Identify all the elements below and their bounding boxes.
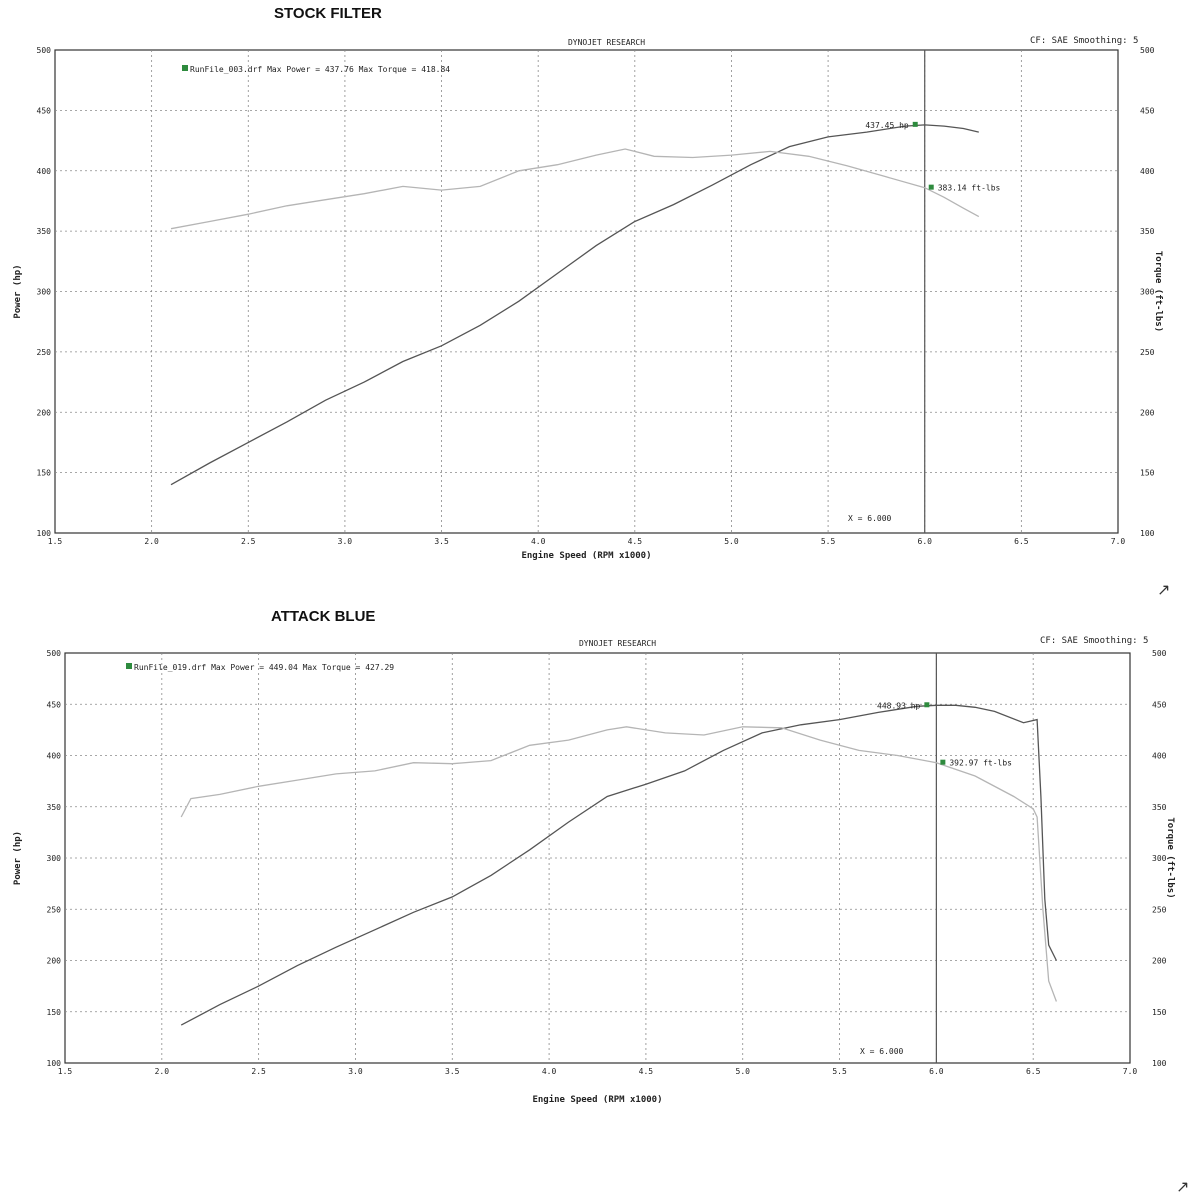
x-tick-label: 5.0: [724, 537, 739, 546]
power-curve: [170, 124, 979, 486]
x-tick-label: 7.0: [1123, 1067, 1138, 1076]
y-axis-label-right: Torque (ft-lbs): [1153, 251, 1163, 332]
x-tick-label: 1.5: [48, 537, 63, 546]
x-tick-label: 4.0: [531, 537, 546, 546]
plot-area: [64, 652, 1131, 1064]
x-tick-label: 2.0: [144, 537, 159, 546]
x-tick-label: 1.5: [58, 1067, 73, 1076]
y-tick-label-right: 450: [1140, 106, 1155, 115]
x-tick-label: 4.5: [628, 537, 643, 546]
legend-marker: [126, 663, 132, 669]
correction-label: CF: SAE Smoothing: 5: [1030, 36, 1139, 46]
y-tick-label-right: 250: [1152, 905, 1167, 914]
y-tick-label-left: 100: [37, 529, 52, 538]
x-tick-label: 4.0: [542, 1067, 557, 1076]
x-tick-label: 5.0: [736, 1067, 751, 1076]
dyno-chart-stock-filter: 1.5 2.0 2.5 3.0 3.5 4.0 4.5 5.0 5.5 6.0 6.5 7.0 100 1…: [13, 38, 1163, 561]
x-tick-label: 6.5: [1014, 537, 1029, 546]
legend-text: RunFile_003.drf Max Power = 437.76 Max T…: [190, 65, 450, 74]
torque-annotation: 383.14 ft-lbs: [938, 184, 1001, 193]
y-tick-label-left: 150: [47, 1008, 62, 1017]
y-tick-label-left: 300: [37, 288, 52, 297]
panel-title-stock-filter: STOCK FILTER: [274, 5, 382, 22]
x-tick-label: 3.5: [434, 537, 449, 546]
y-tick-label-right: 300: [1140, 288, 1155, 297]
legend-marker: [182, 65, 188, 71]
x-tick-label: 3.0: [348, 1067, 363, 1076]
power-annotation: 448.93 hp: [877, 701, 921, 710]
y-tick-label-left: 250: [37, 348, 52, 357]
y-tick-label-right: 450: [1152, 700, 1167, 709]
torque-curve: [180, 726, 1058, 1002]
x-axis-label: Engine Speed (RPM x1000): [521, 550, 651, 561]
y-tick-label-left: 450: [37, 106, 52, 115]
torque-marker: [940, 759, 946, 765]
x-axis-label: Engine Speed (RPM x1000): [532, 1094, 662, 1105]
x-tick-label: 2.5: [251, 1067, 266, 1076]
torque-marker: [928, 184, 934, 190]
power-peak-marker: [924, 702, 930, 708]
y-tick-label-right: 200: [1140, 408, 1155, 417]
panel-title-attack-blue: ATTACK BLUE: [271, 608, 376, 625]
y-tick-label-left: 400: [47, 752, 62, 761]
y-axis-label-left: Power (hp): [13, 264, 23, 318]
x-tick-label: 6.0: [918, 537, 933, 546]
y-tick-label-right: 400: [1152, 752, 1167, 761]
x-tick-label: 6.0: [929, 1067, 944, 1076]
y-tick-label-right: 150: [1140, 469, 1155, 478]
y-tick-label-right: 250: [1140, 348, 1155, 357]
power-peak-marker: [912, 121, 918, 127]
x-tick-label: 6.5: [1026, 1067, 1041, 1076]
y-tick-label-right: 150: [1152, 1008, 1167, 1017]
expand-arrow-icon[interactable]: ↗: [1176, 1177, 1190, 1196]
x-tick-label: 4.5: [639, 1067, 654, 1076]
x-tick-label: 3.0: [338, 537, 353, 546]
y-tick-label-right: 100: [1140, 529, 1155, 538]
y-tick-label-right: 500: [1140, 46, 1155, 55]
y-tick-label-right: 500: [1152, 649, 1167, 658]
y-tick-label-left: 500: [37, 46, 52, 55]
power-annotation: 437.45 hp: [865, 121, 909, 130]
expand-arrow-icon[interactable]: ↗: [1157, 580, 1171, 599]
y-tick-label-left: 300: [47, 854, 62, 863]
y-tick-label-left: 200: [37, 408, 52, 417]
chart-header: DYNOJET RESEARCH: [579, 639, 656, 648]
cursor-label: X = 6.000: [860, 1047, 904, 1056]
y-tick-label-left: 200: [47, 957, 62, 966]
x-tick-label: 7.0: [1111, 537, 1126, 546]
torque-curve: [170, 148, 980, 230]
y-axis-label-left: Power (hp): [13, 831, 23, 885]
x-tick-label: 2.5: [241, 537, 256, 546]
x-tick-label: 3.5: [445, 1067, 460, 1076]
y-tick-label-right: 100: [1152, 1059, 1167, 1068]
y-tick-label-left: 350: [37, 227, 52, 236]
x-tick-label: 5.5: [832, 1067, 847, 1076]
x-tick-label: 5.5: [821, 537, 836, 546]
y-tick-label-right: 350: [1140, 227, 1155, 236]
y-tick-label-left: 350: [47, 803, 62, 812]
y-tick-label-left: 150: [37, 469, 52, 478]
y-tick-label-right: 300: [1152, 854, 1167, 863]
y-tick-label-left: 450: [47, 700, 62, 709]
y-tick-label-right: 400: [1140, 167, 1155, 176]
y-tick-label-left: 500: [47, 649, 62, 658]
x-tick-label: 2.0: [155, 1067, 170, 1076]
dyno-chart-attack-blue: 1.5 2.0 2.5 3.0 3.5 4.0 4.5 5.0 5.5 6.0 6.5 7.0 100 1…: [13, 639, 1175, 1105]
y-axis-label-right: Torque (ft-lbs): [1165, 817, 1175, 898]
chart-header: DYNOJET RESEARCH: [568, 38, 645, 47]
y-tick-label-left: 250: [47, 905, 62, 914]
correction-label: CF: SAE Smoothing: 5: [1040, 636, 1149, 646]
y-tick-label-left: 400: [37, 167, 52, 176]
torque-annotation: 392.97 ft-lbs: [949, 759, 1012, 768]
power-curve: [180, 704, 1057, 1026]
legend-text: RunFile_019.drf Max Power = 449.04 Max T…: [134, 663, 394, 672]
y-tick-label-right: 200: [1152, 957, 1167, 966]
cursor-label: X = 6.000: [848, 514, 892, 523]
y-tick-label-right: 350: [1152, 803, 1167, 812]
y-tick-label-left: 100: [47, 1059, 62, 1068]
